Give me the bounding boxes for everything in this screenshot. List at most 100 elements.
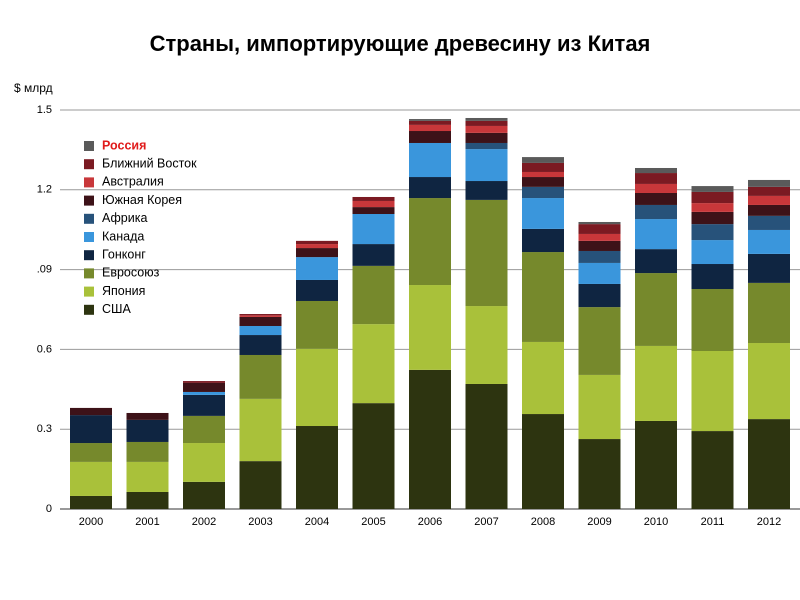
bar-segment — [522, 157, 564, 163]
bar-segment — [409, 124, 451, 132]
bar-segment — [578, 224, 621, 234]
bar-segment — [635, 173, 677, 184]
legend-label: Россия — [102, 138, 146, 152]
bar-segment — [578, 439, 621, 509]
bar-segment — [465, 142, 508, 150]
bar-segment — [748, 229, 790, 254]
legend-label: Евросоюз — [102, 266, 160, 280]
bar-segment — [578, 221, 621, 225]
bar-segment — [183, 394, 225, 416]
y-tick-label: .09 — [37, 264, 52, 276]
bar-segment — [70, 495, 112, 509]
bar-segment — [635, 219, 677, 250]
bar-segment — [352, 403, 395, 509]
legend-label: Гонконг — [102, 247, 146, 261]
bar-segment — [748, 186, 790, 196]
bar-segment — [748, 195, 790, 205]
bar-segment — [578, 250, 621, 263]
bar-segment — [691, 431, 734, 509]
bar-segment — [70, 443, 112, 462]
bar-segment — [352, 207, 395, 215]
x-tick-label: 2002 — [192, 516, 216, 528]
x-tick-label: 2011 — [701, 516, 725, 528]
bar-segment — [635, 183, 677, 193]
bar-segment — [748, 253, 790, 283]
bar-segment — [352, 265, 395, 325]
bar-segment — [522, 414, 564, 509]
bar-segment — [465, 117, 508, 121]
x-tick-label: 2009 — [587, 516, 611, 528]
legend-swatch — [84, 250, 94, 261]
x-tick-label: 2006 — [418, 516, 442, 528]
x-tick-label: 2000 — [79, 516, 103, 528]
bar-segment — [126, 412, 169, 420]
y-axis-label: $ млрд — [14, 81, 53, 95]
bar-segment — [183, 391, 225, 395]
bar-segment — [409, 142, 451, 178]
bar-segment — [239, 398, 282, 462]
bar-segment — [465, 181, 508, 200]
bar-segment — [239, 335, 282, 355]
bar-segment — [635, 249, 677, 274]
bar-segment — [126, 491, 169, 509]
bar-segment — [239, 354, 282, 399]
bar-segment — [296, 240, 338, 245]
x-tick-label: 2008 — [531, 516, 555, 528]
bar-segment — [183, 382, 225, 392]
bar-segment — [183, 481, 225, 509]
bar-segment — [352, 196, 395, 201]
legend-label: США — [102, 302, 131, 316]
legend-label: Канада — [102, 229, 144, 243]
y-tick-label: 0.6 — [37, 343, 52, 355]
legend-label: Ближний Восток — [102, 156, 197, 170]
x-tick-label: 2012 — [757, 516, 781, 528]
bar-segment — [465, 120, 508, 126]
bar-segment — [70, 415, 112, 444]
legend-label: Япония — [102, 284, 145, 298]
bar-segment — [239, 316, 282, 326]
bar-segment — [465, 132, 508, 143]
bar-segment — [409, 131, 451, 143]
bar-segment — [126, 441, 169, 462]
bar-segment — [635, 192, 677, 205]
bar-segment — [522, 341, 564, 415]
legend-label: Африка — [102, 211, 147, 225]
bar-segment — [748, 343, 790, 420]
bar-segment — [691, 203, 734, 212]
bar-segment — [748, 419, 790, 509]
legend-swatch — [84, 177, 94, 188]
bar-segment — [409, 119, 451, 121]
x-tick-label: 2007 — [474, 516, 498, 528]
bar-segment — [296, 300, 338, 349]
bar-segment — [465, 383, 508, 509]
bar-segment — [748, 179, 790, 187]
bar-segment — [352, 214, 395, 245]
legend-swatch — [84, 232, 94, 242]
bar-segment — [239, 461, 282, 509]
y-tick-label: 0 — [46, 503, 52, 515]
legend-swatch — [84, 304, 94, 315]
legend-label: Австралия — [102, 175, 164, 189]
bar-segment — [296, 279, 338, 301]
chart-title: Страны, импортирующие древесину из Китая — [150, 31, 651, 56]
bar-segment — [409, 198, 451, 286]
bar-segment — [522, 198, 564, 229]
y-tick-label: 1.5 — [37, 104, 52, 116]
bar-segment — [465, 125, 508, 133]
bar-segment — [296, 426, 338, 509]
bar-segment — [635, 167, 677, 174]
bar-segment — [522, 177, 564, 187]
bar-segment — [352, 244, 395, 266]
bar-segment — [522, 162, 564, 172]
x-tick-label: 2004 — [305, 516, 329, 528]
legend-swatch — [84, 141, 94, 151]
bar-segment — [522, 171, 564, 178]
y-tick-label: 1.2 — [37, 184, 52, 196]
bar-segment — [183, 381, 225, 383]
bar-segment — [296, 248, 338, 258]
x-tick-label: 2003 — [248, 516, 272, 528]
bar-segment — [126, 419, 169, 442]
bar-segment — [691, 350, 734, 432]
bar-segment — [409, 177, 451, 199]
